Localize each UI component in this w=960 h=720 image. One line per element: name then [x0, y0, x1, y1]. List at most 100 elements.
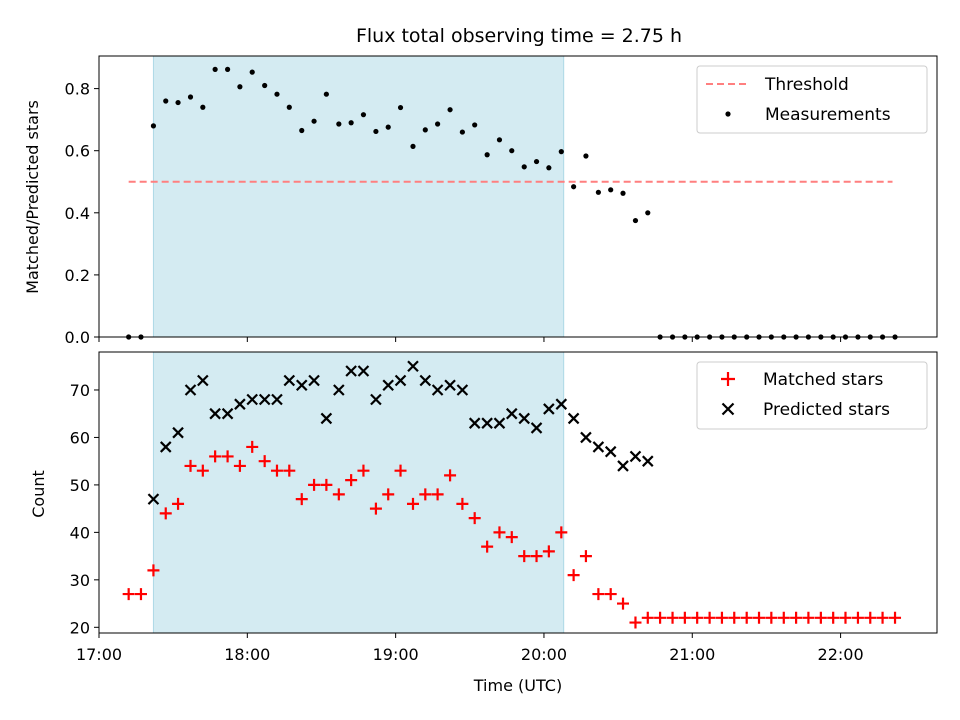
matched-stars-point	[814, 611, 827, 624]
y-tick-label: 0.6	[65, 142, 90, 161]
y-tick-label: 30	[70, 571, 90, 590]
matched-stars-point	[851, 611, 864, 624]
matched-stars-point	[777, 611, 790, 624]
y-tick-label: 0.2	[65, 266, 90, 285]
predicted-stars-point	[172, 426, 184, 439]
measurements-point	[249, 69, 255, 75]
matched-stars-point	[555, 526, 568, 539]
top-panel-frame	[98, 55, 938, 338]
predicted-stars-point	[209, 407, 221, 420]
matched-stars-point	[369, 502, 382, 515]
matched-stars-point	[332, 488, 345, 501]
predicted-stars-point	[197, 374, 209, 387]
predicted-stars-point	[431, 384, 444, 396]
legend-predicted-swatch	[721, 402, 735, 416]
top-legend-box	[696, 65, 928, 134]
matched-stars-point	[530, 550, 543, 563]
matched-stars-point	[542, 545, 555, 558]
measurements-point	[373, 128, 379, 135]
predicted-stars-point	[246, 393, 258, 406]
chart-title: Flux total observing time = 2.75 h	[356, 25, 682, 47]
matched-stars-point	[147, 564, 160, 577]
y-tick-label: 40	[70, 523, 90, 542]
x-tick-label: 18:00	[224, 645, 270, 664]
legend-measurements-swatch	[725, 111, 731, 117]
matched-stars-point	[246, 440, 259, 453]
x-axis-label: Time (UTC)	[473, 676, 562, 695]
y-tick-label: 20	[70, 618, 90, 637]
top-panel: 0.00.20.40.60.8 Matched/Predicted stars …	[23, 55, 938, 347]
measurements-point	[385, 124, 391, 130]
matched-stars-point	[172, 497, 185, 510]
predicted-stars-point	[159, 441, 172, 453]
predicted-stars-point	[271, 393, 283, 406]
predicted-stars-point	[617, 460, 629, 472]
matched-stars-point	[654, 611, 667, 624]
matched-stars-point	[233, 459, 246, 472]
matched-stars-point	[864, 611, 877, 624]
legend-predicted-label: Predicted stars	[763, 400, 890, 420]
matched-stars-point	[456, 497, 469, 510]
matched-stars-point	[444, 469, 457, 482]
measurements-point	[200, 104, 206, 110]
predicted-stars-point	[333, 384, 345, 396]
measurements-point	[583, 153, 589, 159]
predicted-stars-point	[147, 493, 160, 505]
measurements-point	[336, 121, 342, 127]
predicted-stars-point	[481, 417, 493, 429]
measurements-point	[262, 82, 268, 89]
predicted-stars-point	[493, 417, 506, 429]
matched-stars-point	[666, 611, 679, 624]
measurements-point	[175, 99, 181, 106]
predicted-stars-point	[345, 365, 357, 377]
y-tick-label: 60	[70, 428, 90, 447]
matched-stars-point	[221, 450, 234, 463]
legend-measurements-label: Measurements	[765, 105, 891, 125]
measurements-point	[509, 148, 515, 154]
predicted-stars-point	[555, 398, 568, 410]
y-tick-label: 0.4	[65, 204, 90, 223]
matched-stars-point	[790, 611, 803, 624]
predicted-stars-point	[543, 403, 555, 415]
x-tick-label: 22:00	[818, 645, 864, 664]
legend-matched-swatch	[721, 372, 735, 386]
predicted-stars-point	[505, 407, 518, 420]
matched-stars-point	[159, 507, 172, 520]
predicted-stars-point	[184, 384, 197, 396]
measurements-point	[150, 123, 157, 129]
matched-stars-point	[270, 464, 283, 477]
matched-stars-point	[617, 597, 630, 610]
matched-stars-point	[889, 611, 902, 624]
matched-stars-point	[740, 611, 753, 624]
measurements-point	[323, 91, 329, 97]
matched-stars-point	[134, 588, 147, 601]
predicted-stars-point	[592, 441, 605, 453]
matched-stars-point	[431, 488, 444, 501]
matched-stars-point	[604, 588, 617, 601]
matched-stars-point	[258, 455, 271, 468]
measurements-point	[484, 152, 490, 158]
matched-stars-point	[345, 474, 358, 487]
predicted-stars-point	[320, 412, 333, 425]
measurements-point	[496, 137, 503, 143]
predicted-stars-point	[357, 365, 370, 377]
x-tick-label: 19:00	[373, 645, 419, 664]
matched-stars-point	[715, 611, 728, 624]
bottom-legend: Matched stars Predicted stars	[696, 361, 928, 430]
matched-stars-point	[394, 464, 407, 477]
measurements-point	[435, 121, 441, 127]
predicted-stars-point	[382, 379, 394, 392]
matched-stars-point	[765, 611, 778, 624]
top-legend: Threshold Measurements	[696, 65, 928, 134]
matched-stars-point	[196, 464, 209, 477]
y-tick-label: 50	[70, 476, 90, 495]
measurements-point	[311, 118, 317, 124]
measurements-point	[286, 104, 292, 110]
predicted-stars-point	[530, 422, 543, 434]
matched-stars-point	[184, 459, 197, 472]
matched-stars-point	[876, 611, 889, 624]
matched-stars-point	[308, 478, 321, 491]
measurements-point	[410, 143, 416, 149]
predicted-stars-point	[580, 431, 592, 444]
measurements-point	[274, 91, 280, 97]
